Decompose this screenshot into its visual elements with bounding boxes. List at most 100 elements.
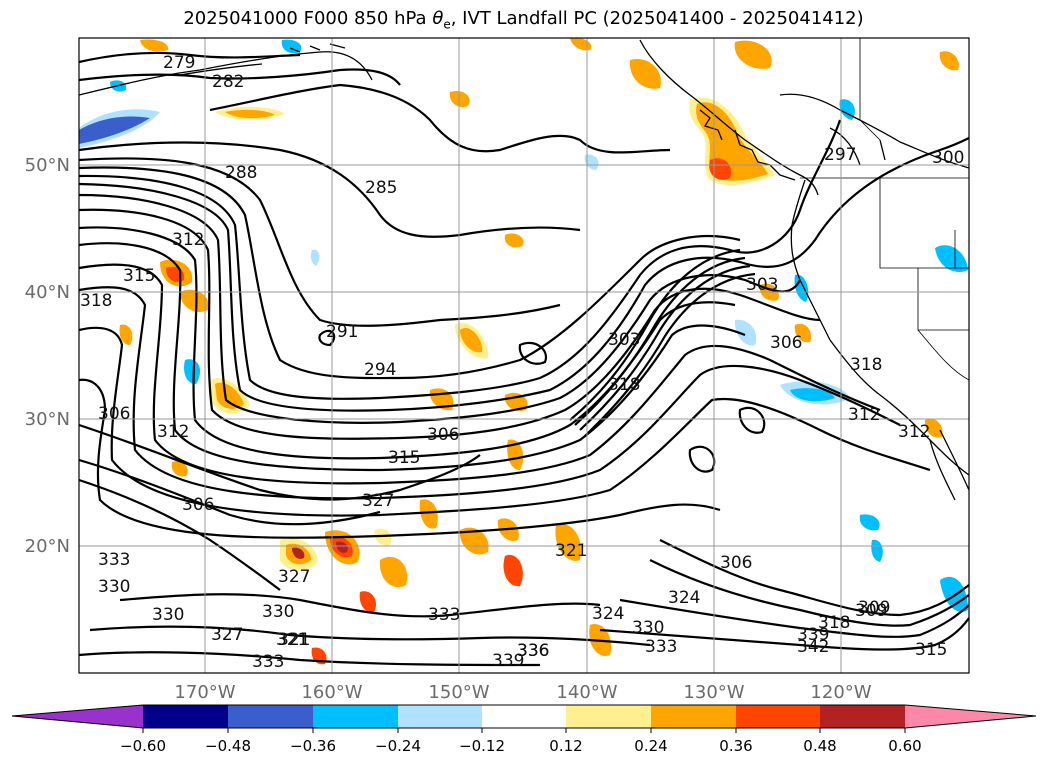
colorbar-label: 0.60 [888,737,921,755]
colorbar-segment [398,705,482,728]
colorbar-ticks [142,728,906,733]
figure-title: 2025041000 F000 850 hPa θe, IVT Landfall… [0,8,1047,32]
contour-shear-1 [569,248,741,421]
neg-anomaly-patch [871,539,883,562]
title-sub: e [443,17,451,32]
contour-label: 327 [211,625,243,645]
contour-279 [79,51,301,64]
colorbar-label: 0.36 [719,737,752,755]
contour-label: 333 [252,652,284,672]
pos-anomaly-patch [503,554,523,587]
colorbar-segment [736,705,820,728]
pos-anomaly-patch [459,527,489,555]
contour-closed [738,406,766,434]
contour-label: 330 [632,618,664,638]
lat-label: 40°N [25,282,70,303]
pos-anomaly-patch [336,541,348,553]
colorbar-label: −0.48 [205,737,251,755]
pos-anomaly-patch [379,556,408,588]
latitude-labels: 50°N 40°N 30°N 20°N [25,155,70,557]
contour-label: 303 [608,330,640,350]
lat-label: 20°N [25,536,70,557]
contour-label: 318 [80,291,112,311]
contour-306 [79,208,821,440]
contour-330 [79,458,381,526]
title-theta: θ [432,8,444,29]
contour-label: 330 [262,602,294,622]
colorbar-label: 0.48 [803,737,836,755]
pos-anomaly-patch [419,499,438,529]
contour-shear-4 [584,272,756,437]
coastline-bc [699,109,796,181]
colorbar: −0.60 −0.48 −0.36 −0.24 −0.12 0.12 0.24 … [11,704,1037,755]
pos-anomaly-patch [449,90,470,108]
contour-321 [79,326,931,517]
pos-anomaly-patch [570,38,592,51]
pos-anomaly-patch [225,109,275,119]
contour-label: 306 [770,333,802,353]
contour-label: 336 [517,641,549,661]
contour-label: 297 [824,145,856,165]
neg-anomaly-patch [281,39,302,54]
colorbar-label: −0.60 [120,737,166,755]
border-alaska-canada [859,38,881,141]
contour-label: 321 [276,630,308,650]
contour-label: 318 [850,355,882,375]
map-frame [78,37,970,674]
title-text: 2025041000 F000 850 hPa [183,8,433,29]
pos-anomaly-patch [215,382,244,409]
contour-label: 279 [163,53,195,73]
lon-label: 120°W [810,682,871,703]
colorbar-segment [143,705,228,728]
border-state [879,178,969,269]
coastline-mainland-north [779,93,969,169]
contour-jet-2 [649,559,969,627]
contour-324 [79,378,721,539]
contour-label: 285 [365,178,397,198]
lat-label: 30°N [25,409,70,430]
coastline-aleutians [179,43,346,76]
map-area: 279 282 285 288 291 294 297 300 303 306 … [79,38,969,673]
neg-anomaly-patch [790,388,835,402]
contour-label: 318 [818,613,850,633]
contour-closed-291 [318,329,336,347]
contour-label: 336 [517,641,549,661]
contour-jet-3 [619,598,969,638]
coastline-se-alaska [639,39,819,196]
contour-label: 333 [98,550,130,570]
contour-label: 309 [858,598,890,618]
contour-285 [209,83,671,154]
pos-anomaly-patch [939,51,959,71]
coastline-baja [929,429,969,501]
contour-jet-1 [659,539,969,617]
contour-closed [518,341,548,365]
neg-anomaly-patch [859,514,880,531]
colorbar-label: 0.24 [634,737,667,755]
contour-south-2 [89,625,651,647]
title-suffix: , IVT Landfall PC (2025041400 - 20250414… [450,8,864,29]
pos-anomaly-patch [504,233,524,248]
pos-anomaly-patch [629,59,661,89]
contour-312 [79,242,746,472]
pos-anomaly-patch [734,40,772,69]
contour-label: 306 [427,425,459,445]
neg-anomaly-patch [184,359,201,384]
neg-anomaly-patch [584,154,599,170]
contour-label: 294 [364,360,396,380]
contour-label: 339 [492,651,524,671]
neg-anomaly-patch [79,116,150,144]
colorbar-segment [482,705,566,728]
contour-297 [79,119,842,400]
border-state [917,329,969,381]
pos-anomaly-patch [140,39,169,52]
contour-label: 303 [746,275,778,295]
contour-315 [79,263,881,485]
pos-anomaly-patch [171,461,188,477]
contour-label: 315 [915,640,947,660]
contour-label: 339 [797,625,829,645]
contour-label: 306 [720,553,752,573]
longitude-labels: 170°W 160°W 150°W 140°W 130°W 120°W [174,682,871,703]
contour-label: 330 [98,577,130,597]
contour-300 [79,137,969,412]
